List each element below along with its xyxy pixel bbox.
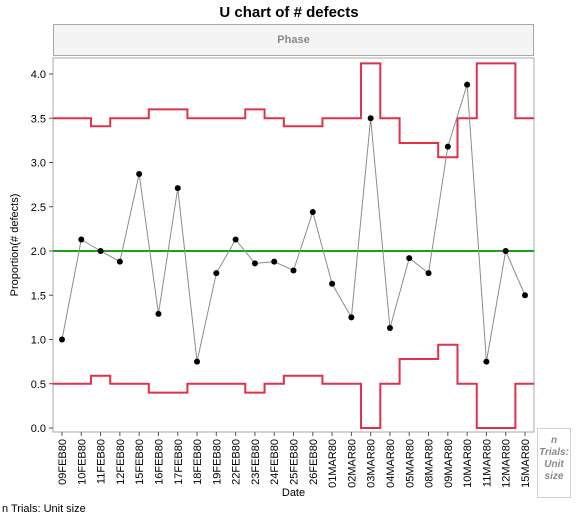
x-tick-label: 18FEB80 — [192, 439, 204, 485]
data-point — [348, 314, 355, 321]
data-point — [213, 270, 220, 277]
data-point — [97, 248, 104, 254]
x-tick-label: 04MAR80 — [385, 439, 397, 488]
data-point — [290, 267, 297, 274]
legend-line-4: size — [544, 471, 564, 482]
x-tick-label: 09MAR80 — [443, 439, 455, 488]
x-tick-label: 01MAR80 — [327, 439, 339, 488]
data-point — [155, 310, 162, 317]
n-trials-legend: n Trials: Unit size — [537, 428, 571, 498]
y-tick-label: 3.0 — [31, 158, 46, 170]
y-tick-label: 4.0 — [31, 69, 46, 81]
legend-line-1: n — [550, 435, 558, 446]
data-point — [425, 270, 432, 277]
data-point — [232, 236, 239, 243]
x-tick-label: 10FEB80 — [76, 439, 88, 485]
data-point — [271, 258, 278, 265]
data-point — [483, 358, 490, 365]
upper-control-limit — [53, 62, 534, 159]
x-tick-label: 11MAR80 — [481, 439, 493, 487]
chart-title: U chart of # defects — [219, 4, 359, 21]
x-tick-label: 12MAR80 — [501, 439, 513, 488]
x-tick-label: 08MAR80 — [424, 439, 436, 488]
x-tick-label: 03MAR80 — [366, 439, 378, 488]
data-point — [367, 115, 374, 122]
x-tick-label: 17FEB80 — [173, 439, 185, 485]
x-axis-label: Date — [282, 487, 305, 499]
x-tick-label: 09FEB80 — [57, 439, 69, 485]
y-tick-label: 0.0 — [31, 423, 46, 435]
data-point — [59, 336, 65, 343]
x-tick-label: 12FEB80 — [115, 439, 127, 485]
y-axis-label: Proportion(# defects) — [9, 194, 21, 297]
y-tick-label: 2.5 — [31, 202, 46, 214]
x-tick-label: 24FEB80 — [269, 439, 281, 485]
data-point — [78, 236, 85, 243]
y-tick-label: 1.5 — [31, 290, 46, 302]
x-tick-label: 22FEB80 — [231, 439, 243, 485]
footer-note: n Trials: Unit size — [2, 503, 86, 515]
x-tick-label: 16FEB80 — [153, 439, 165, 485]
x-tick-label: 10MAR80 — [462, 439, 474, 488]
data-point — [309, 209, 316, 216]
y-tick-label: 1.0 — [31, 335, 46, 347]
x-tick-label: 15MAR80 — [520, 439, 532, 488]
x-tick-label: 19FEB80 — [211, 439, 223, 485]
x-tick-label: 26FEB80 — [308, 439, 320, 485]
y-tick-label: 2.0 — [31, 246, 46, 258]
legend-line-3: Unit — [544, 459, 564, 470]
data-point — [522, 292, 528, 299]
y-tick-label: 3.5 — [31, 113, 46, 125]
x-tick-label: 15FEB80 — [134, 439, 146, 485]
y-tick-label: 0.5 — [31, 379, 46, 391]
data-point — [386, 324, 393, 331]
data-point — [502, 248, 509, 254]
phase-header[interactable]: Phase — [53, 24, 534, 56]
legend-line-2: Trials: — [539, 447, 569, 458]
data-point — [174, 185, 181, 192]
data-point — [194, 358, 201, 365]
data-point — [406, 255, 413, 262]
data-point — [116, 258, 123, 265]
data-point — [251, 260, 258, 267]
lower-control-limit — [53, 343, 534, 429]
x-tick-label: 23FEB80 — [250, 439, 262, 485]
x-tick-label: 02MAR80 — [346, 439, 358, 488]
x-tick-label: 11FEB80 — [96, 439, 108, 484]
data-point — [329, 280, 336, 287]
x-tick-label: 05MAR80 — [404, 439, 416, 488]
data-point — [444, 143, 451, 150]
x-tick-label: 25FEB80 — [289, 439, 301, 485]
data-point — [464, 81, 471, 88]
data-point — [136, 171, 143, 178]
